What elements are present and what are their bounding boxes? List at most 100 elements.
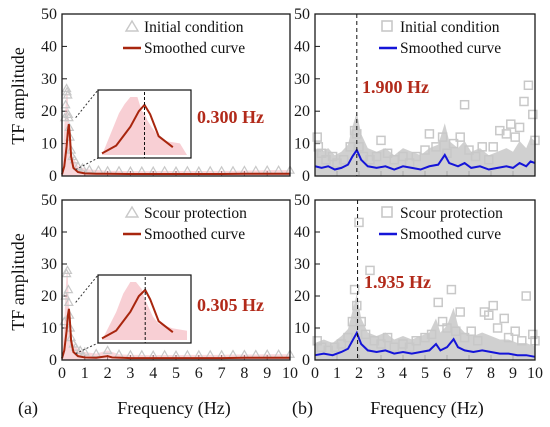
inset-guide	[75, 274, 99, 303]
x-axis-label-b: Frequency (Hz)	[370, 398, 483, 419]
y-tick-label: 10	[41, 320, 57, 337]
y-tick-label: 10	[294, 136, 310, 153]
x-tick-label: 10	[527, 365, 543, 382]
scatter-point	[75, 345, 86, 354]
legend-marker-icon	[124, 205, 140, 218]
scatter-point	[63, 297, 74, 306]
x-tick-label: 1	[81, 365, 89, 382]
x-tick-label: 8	[240, 365, 248, 382]
scatter-point	[420, 332, 430, 343]
scatter-point	[492, 323, 503, 333]
scatter-point	[354, 142, 364, 152]
scatter-point	[510, 326, 520, 336]
scatter-point	[376, 339, 386, 349]
x-tick-label: 4	[399, 365, 407, 382]
scatter-point	[455, 307, 465, 317]
scatter-point	[523, 80, 534, 91]
inset-band	[102, 97, 187, 155]
scatter-point	[514, 122, 525, 133]
panel-label-a: (a)	[18, 398, 38, 419]
x-tick-label: 5	[172, 365, 180, 382]
scatter-point	[488, 300, 498, 311]
scatter-point	[345, 142, 355, 152]
scatter-point	[499, 313, 509, 324]
y-tick-label: 0	[302, 168, 310, 185]
scatter-point	[371, 151, 382, 162]
scatter-point	[431, 142, 441, 152]
scatter-point	[519, 96, 529, 107]
scatter-point	[521, 291, 531, 301]
scatter-point	[349, 284, 360, 295]
scatter-point	[84, 164, 95, 174]
y-tick-label: 30	[41, 71, 57, 88]
peak-frequency-label: 0.300 Hz	[197, 107, 264, 127]
scatter-point	[376, 135, 386, 146]
scatter-point	[382, 148, 393, 159]
y-tick-label: 50	[294, 192, 310, 209]
y-tick-label: 10	[41, 136, 57, 153]
smoothed-curve	[314, 148, 536, 171]
x-tick-label: 2	[104, 365, 112, 382]
y-tick-label: 20	[294, 288, 310, 305]
scatter-point	[389, 342, 399, 352]
x-tick-label: 6	[443, 365, 451, 382]
scatter-point	[63, 284, 74, 294]
x-tick-label: 10	[282, 365, 298, 382]
smoothed-curve	[61, 124, 290, 176]
scatter-point	[347, 316, 358, 327]
scatter-point	[312, 132, 322, 142]
scatter-point	[369, 336, 380, 346]
scatter-point	[316, 342, 327, 352]
y-tick-label: 20	[41, 103, 57, 120]
scatter-point	[404, 342, 415, 352]
peak-frequency-label: 1.935 Hz	[364, 272, 431, 292]
scatter-point	[528, 329, 538, 340]
y-axis-label-bottom: TF amplitude	[8, 233, 28, 331]
scatter-point	[503, 332, 514, 343]
legend-marker-icon	[124, 19, 140, 32]
scatter-point	[365, 155, 375, 165]
scatter-point	[437, 132, 448, 142]
scatter-point	[448, 138, 459, 149]
scatter-point	[433, 297, 443, 308]
scatter-point	[349, 125, 360, 136]
scatter-point	[398, 339, 408, 349]
y-tick-label: 30	[294, 256, 310, 273]
scatter-point	[442, 323, 452, 333]
y-tick-label: 50	[41, 6, 57, 23]
scatter-point	[484, 155, 494, 165]
x-tick-label: 1	[333, 365, 341, 382]
scatter-point	[352, 300, 362, 311]
scatter-point	[477, 142, 487, 152]
x-tick-label: 4	[149, 365, 157, 382]
y-tick-label: 0	[49, 168, 57, 185]
scatter-point	[343, 332, 353, 343]
scatter-point	[459, 99, 470, 110]
scatter-point	[336, 339, 347, 349]
scatter-point	[102, 345, 113, 354]
scatter-point	[510, 132, 520, 142]
x-tick-label: 9	[263, 365, 271, 382]
legend: Initial condition Smoothed curve	[379, 19, 501, 57]
scatter-point	[62, 89, 73, 99]
smoothed-curve	[314, 330, 536, 358]
x-tick-label: 0	[311, 365, 319, 382]
y-axis-label-top: TF amplitude	[8, 47, 28, 145]
scatter-point	[63, 112, 74, 122]
scatter-point	[488, 142, 498, 152]
y-tick-label: 50	[41, 192, 57, 209]
y-tick-label: 0	[302, 352, 310, 369]
y-tick-label: 0	[49, 352, 57, 369]
scatter-point	[321, 155, 331, 165]
legend-entry-smoothed: Smoothed curve	[400, 226, 501, 243]
x-axis-label-a: Frequency (Hz)	[117, 398, 230, 419]
y-tick-label: 40	[294, 224, 310, 241]
legend-entry-smoothed: Smoothed curve	[144, 40, 245, 57]
legend-entry-data: Scour protection	[400, 205, 503, 222]
scatter-point	[459, 332, 470, 343]
panel-b-top: 0 10 20 30 40 50 Initial condition Smoothed cur…	[294, 6, 540, 185]
scatter-point	[470, 151, 481, 162]
plot-frame	[61, 199, 291, 361]
